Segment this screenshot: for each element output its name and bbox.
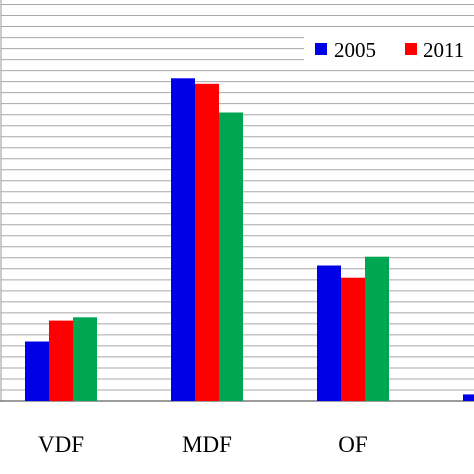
legend-swatch-2005 bbox=[315, 43, 327, 55]
legend-background bbox=[304, 35, 474, 67]
bar-2005-mdf bbox=[171, 78, 195, 402]
bar-series-3-mdf bbox=[219, 112, 243, 401]
bar-2005-vdf bbox=[25, 341, 49, 401]
bar-series-3-of bbox=[365, 256, 389, 401]
legend-label-2011: 2011 bbox=[423, 38, 464, 62]
bar-2011-of bbox=[341, 277, 365, 401]
bar-2005-s bbox=[463, 394, 474, 401]
bar-series-3-vdf bbox=[73, 317, 97, 401]
bars bbox=[25, 78, 474, 402]
bar-2011-vdf bbox=[49, 320, 73, 401]
category-labels: VDFMDFOFS bbox=[38, 432, 368, 457]
legend: 2005 2011 bbox=[304, 35, 474, 67]
bar-2005-of bbox=[317, 265, 341, 401]
legend-swatch-2011 bbox=[405, 43, 417, 55]
legend-label-2005: 2005 bbox=[334, 38, 376, 62]
x-tick-label: OF bbox=[338, 432, 367, 457]
x-tick-label: MDF bbox=[182, 432, 232, 457]
bar-2011-mdf bbox=[195, 83, 219, 402]
x-tick-label: VDF bbox=[38, 432, 84, 457]
